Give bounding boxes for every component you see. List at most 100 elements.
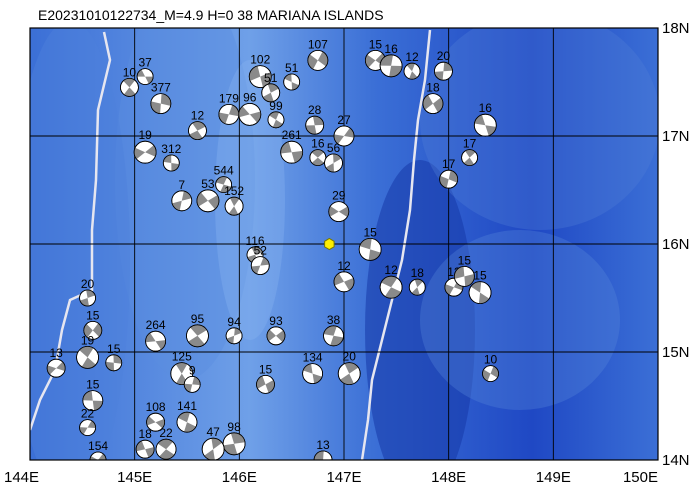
focal-mechanism-icon (280, 140, 304, 164)
focal-mechanism-icon (422, 93, 444, 114)
event-depth-label: 107 (308, 37, 328, 51)
latitude-label: 15N (662, 344, 690, 361)
event-depth-label: 15 (473, 269, 487, 283)
event-depth-label: 16 (479, 101, 493, 115)
focal-mechanism-icon (105, 354, 123, 372)
longitude-axis-labels: 144E 145E 146E 147E 148E 149E 150E (4, 469, 658, 486)
focal-mechanism-icon (176, 411, 198, 433)
focal-mechanism-icon (324, 153, 343, 173)
focal-mechanism-icon (408, 278, 426, 296)
event-depth-label: 37 (138, 56, 152, 70)
focal-mechanism-icon (145, 330, 167, 352)
map-title: E20231010122734_M=4.9 H=0 38 MARIANA ISL… (38, 7, 384, 23)
map-border (29, 27, 659, 461)
longitude-label: 144E (4, 469, 39, 486)
event-depth-label: 20 (343, 350, 357, 364)
event-depth-label: 28 (308, 103, 322, 117)
event-depth-label: 18 (426, 81, 440, 95)
focal-mechanism-icon (225, 327, 243, 345)
focal-mechanism-icon (461, 149, 479, 167)
event-depth-label: 51 (264, 71, 278, 85)
focal-mechanism-icon (46, 358, 66, 378)
focal-mechanism-icon (155, 438, 177, 460)
event-depth-label: 152 (224, 184, 244, 198)
event-depth-label: 18 (138, 427, 152, 441)
longitude-label: 149E (536, 469, 571, 486)
event-depth-label: 10 (484, 353, 498, 367)
focal-mechanism-icon (136, 68, 154, 85)
focal-mechanism-icon (358, 237, 382, 261)
event-depth-label: 9 (189, 363, 196, 377)
event-depth-label: 12 (405, 50, 419, 64)
longitude-label: 150E (623, 469, 658, 486)
event-depth-label: 56 (327, 141, 341, 155)
focal-mechanism-icon (256, 374, 275, 394)
focal-mechanism-icon (218, 104, 240, 125)
focal-mechanism-icon (439, 169, 459, 189)
event-depth-label: 10 (123, 65, 137, 79)
focal-mechanism-icon (79, 289, 96, 307)
focal-mechanism-icon (188, 121, 207, 141)
event-depth-label: 16 (384, 42, 398, 56)
focal-mechanism-icon (183, 375, 201, 393)
focal-mechanism-icon (162, 154, 180, 172)
focal-mechanism-icon (146, 412, 166, 432)
focal-mechanism-icon (222, 432, 246, 456)
event-depth-label: 141 (177, 399, 197, 413)
event-depth-label: 15 (107, 342, 121, 356)
focal-mechanism-icon (302, 363, 324, 385)
event-depth-label: 15 (86, 308, 100, 322)
event-depth-label: 13 (49, 346, 63, 360)
focal-mechanism-icon (83, 320, 103, 340)
event-depth-label: 94 (227, 315, 241, 329)
event-depth-label: 18 (411, 266, 425, 280)
event-depth-label: 19 (138, 128, 152, 142)
event-depth-label: 15 (86, 378, 100, 392)
trench-line-west (30, 31, 112, 431)
focal-mechanism-icon (323, 325, 344, 347)
event-depth-label: 13 (316, 438, 330, 452)
event-depth-label: 17 (442, 157, 456, 171)
focal-mechanism-icon (171, 190, 193, 212)
event-depth-label: 125 (172, 350, 192, 364)
event-depth-label: 377 (151, 81, 171, 95)
focal-mechanism-icon (215, 176, 233, 194)
focal-mechanism-icon (248, 65, 272, 88)
event-depth-label: 95 (191, 312, 205, 326)
focal-mechanism-icon (313, 450, 333, 460)
event-depth-label: 312 (161, 142, 181, 156)
focal-mechanism-icon (468, 281, 492, 305)
focal-mechanism-icon (250, 256, 270, 276)
focal-mechanism-icon (309, 149, 327, 167)
focal-mechanism-icon (79, 419, 96, 437)
focal-mechanism-icon (120, 78, 139, 97)
focal-mechanism-icon (186, 324, 209, 348)
event-depth-label: 15 (259, 362, 273, 376)
event-depth-label: 15 (458, 253, 472, 267)
event-depth-label: 116 (245, 234, 264, 248)
event-depth-label: 108 (146, 400, 166, 414)
event-depth-label: 264 (146, 318, 166, 332)
event-depth-label: 544 (214, 164, 234, 178)
event-depth-label: 154 (88, 439, 108, 453)
focal-mechanism-icon (150, 93, 172, 114)
focal-mechanism-icon (482, 365, 499, 383)
focal-mechanism-icon (283, 73, 301, 91)
focal-mechanism-icon (224, 196, 244, 216)
event-depth-label: 261 (282, 128, 302, 142)
focal-mechanism-icon (453, 265, 475, 287)
event-depth-label: 38 (327, 313, 341, 327)
event-depth-label: 47 (206, 425, 220, 439)
focal-mechanism-icon (261, 83, 281, 103)
event-depth-label: 12 (337, 259, 351, 273)
event-depth-label: 17 (463, 137, 477, 151)
focal-mechanism-icon (328, 201, 350, 223)
event-depth-label: 99 (269, 99, 283, 113)
event-depth-label: 134 (303, 351, 323, 365)
event-depth-label: 20 (437, 49, 451, 63)
event-depth-label: 22 (159, 426, 173, 440)
latitude-label: 16N (662, 236, 690, 253)
event-depth-label: 15 (363, 225, 377, 239)
focal-mechanism-icon (238, 103, 262, 126)
focal-mechanism-icon (473, 113, 497, 137)
